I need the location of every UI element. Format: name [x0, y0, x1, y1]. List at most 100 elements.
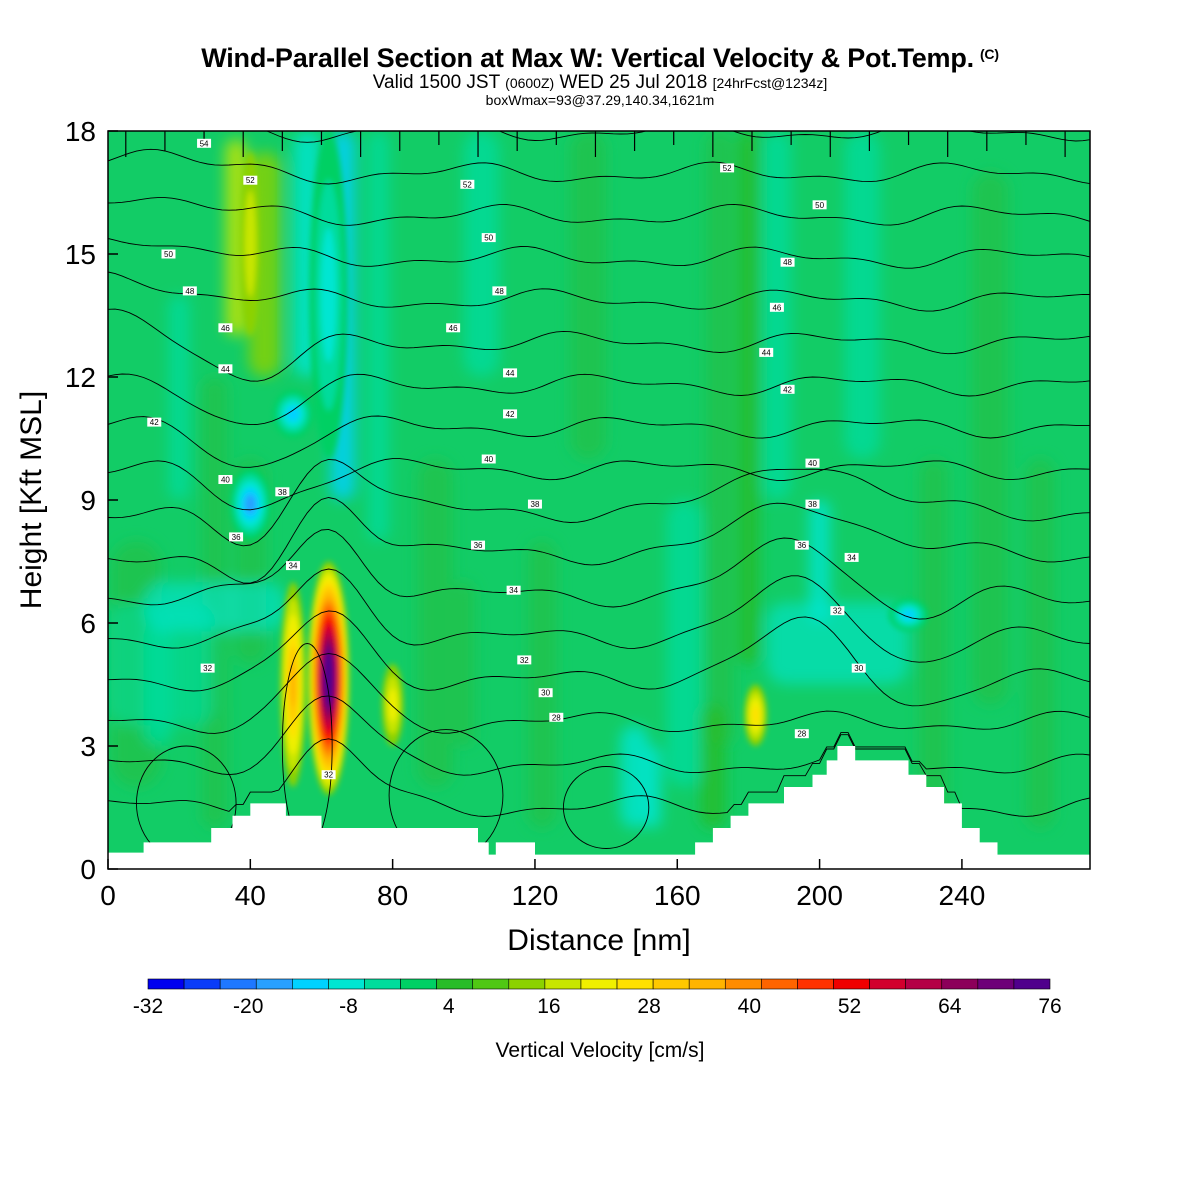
isentrope-label: 32 [203, 664, 212, 673]
colorbar-swatch [977, 978, 1015, 990]
isentrope-label: 52 [723, 164, 732, 173]
isentrope-label: 44 [221, 365, 230, 374]
velocity-streak [453, 582, 475, 746]
isentrope-label-box [517, 655, 532, 665]
isentrope-label-box [769, 302, 784, 312]
isentrope-label-box [812, 200, 827, 210]
velocity-streak [367, 131, 390, 541]
velocity-streak [737, 131, 760, 664]
isentrope [108, 0, 1090, 16]
isentrope-label: 36 [797, 541, 806, 550]
x-axis: 0 40 80 120 160 200 240 [100, 859, 985, 911]
isentrope-label-box [549, 712, 564, 722]
velocity-streak [225, 139, 247, 336]
isentrope-label-box [481, 233, 496, 243]
colorbar-label: Vertical Velocity [cm/s] [496, 1039, 705, 1062]
isentrope-label-box [844, 552, 859, 562]
colorbar-swatch [724, 978, 762, 990]
colorbar-swatch [328, 978, 365, 990]
isentrope-label: 54 [200, 139, 209, 148]
isentrope-labels: 54 52 50 48 46 44 42 40 38 36 34 32 32 52 50 48 46 44 42 40… [147, 138, 866, 780]
isentrope [108, 197, 1090, 226]
copyright-mark: (C) [979, 46, 999, 62]
velocity-streak [919, 459, 948, 828]
colorbar-swatch [869, 978, 906, 990]
x-tick-label: 200 [796, 880, 843, 911]
isentrope [108, 238, 1090, 269]
x-axis-label: Distance [nm] [507, 924, 690, 957]
velocity-streak [666, 500, 703, 787]
isentrope-label-box [805, 458, 820, 468]
isentrope-label: 34 [509, 586, 518, 595]
isentrope-label-box [321, 770, 336, 780]
velocity-streak [700, 705, 726, 828]
isentrope-label: 38 [278, 488, 287, 497]
isentrope-label: 34 [847, 553, 856, 562]
isentrope-label-box [471, 540, 486, 550]
colorbar-swatch [941, 978, 979, 990]
colorbar-swatch [905, 978, 943, 990]
isentrope-label: 46 [221, 324, 230, 333]
colorbar-swatch [652, 978, 690, 990]
colorbar-swatch [508, 978, 546, 990]
isentrope-label: 42 [783, 385, 792, 394]
isentrope [108, 497, 1090, 584]
isentrope-label: 48 [495, 287, 504, 296]
isentrope-label-box [506, 585, 521, 595]
isentrope-label-box [286, 561, 301, 571]
isentrope [108, 528, 1090, 620]
updraft-level [326, 669, 331, 688]
isentrope-label-box [218, 364, 233, 374]
colorbar-swatch [219, 978, 257, 990]
isentrope-label: 40 [808, 459, 817, 468]
y-tick-label: 0 [80, 854, 96, 885]
isentrope-label-box [197, 138, 212, 148]
isentrope-label: 50 [484, 234, 493, 243]
isentrope-label-box [794, 540, 809, 550]
isentrope-label-box [805, 499, 820, 509]
isentrope-label: 38 [531, 500, 540, 509]
x-tick-label: 120 [512, 880, 559, 911]
colorbar-swatch [255, 978, 293, 990]
updraft-level [244, 189, 257, 298]
isentrope-label: 32 [324, 771, 333, 780]
isentrope [108, 415, 1090, 468]
colorbar-swatch [761, 978, 798, 990]
isentrope-label: 36 [474, 541, 483, 550]
colorbar-tick-label: 64 [938, 995, 962, 1018]
colorbar-swatch [797, 978, 834, 990]
isentrope-label-box [794, 729, 809, 739]
isentrope-label-box [147, 417, 162, 427]
vertical-velocity-field [108, 131, 1055, 828]
y-tick-label: 6 [80, 608, 96, 639]
colorbar-swatch [1013, 978, 1051, 990]
isentrope-label: 52 [246, 176, 255, 185]
isentrope [108, 35, 1090, 58]
colorbar-tick-label: 52 [838, 995, 861, 1018]
isentrope-label: 46 [449, 324, 458, 333]
isentrope [108, 373, 1090, 426]
y-tick-label: 18 [65, 116, 96, 147]
velocity-streak [463, 131, 500, 377]
colorbar-swatch [688, 978, 726, 990]
isentrope-label-box [243, 175, 258, 185]
isentrope-label-box [851, 663, 866, 673]
isentrope-label: 32 [833, 607, 842, 616]
x-tick-label: 80 [377, 880, 408, 911]
velocity-streak [417, 459, 454, 787]
velocity-streak [808, 500, 831, 623]
velocity-band [766, 602, 909, 685]
colorbar-tick-label: 16 [537, 995, 560, 1018]
isentrope-label: 48 [185, 287, 194, 296]
y-tick-label: 9 [80, 485, 96, 516]
isentrope-label: 42 [150, 418, 159, 427]
velocity-band [108, 602, 215, 726]
isentrope-label: 50 [815, 201, 824, 210]
isentrope-label-box [481, 454, 496, 464]
isentrope-label: 46 [772, 303, 781, 312]
isentrope-label-box [218, 475, 233, 484]
velocity-streak [972, 172, 1009, 705]
isentrope-label: 34 [289, 562, 298, 571]
colorbar-swatch [616, 978, 654, 990]
